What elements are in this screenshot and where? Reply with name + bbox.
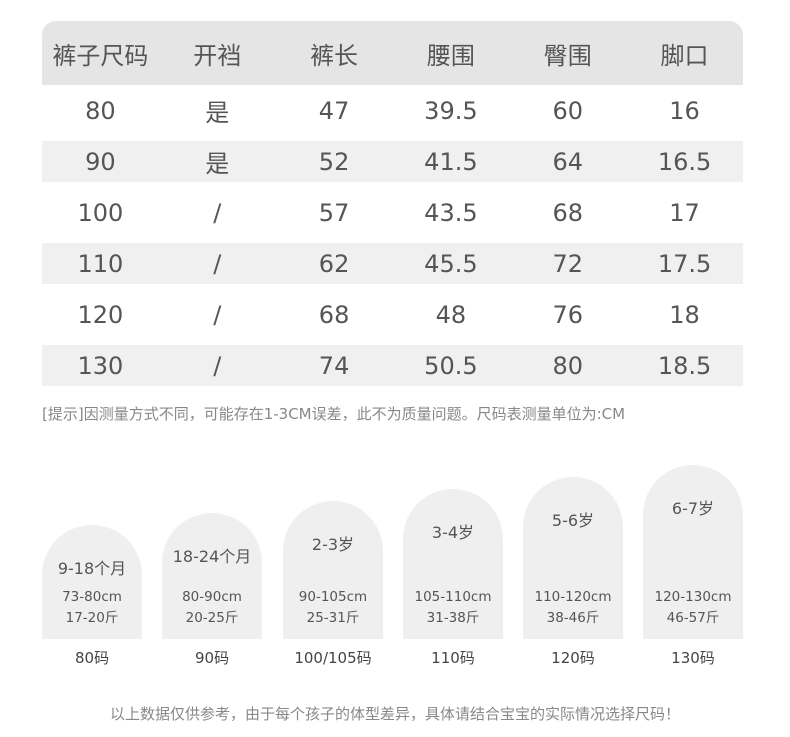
measurements: 110-120cm 38-46斤 <box>523 587 623 629</box>
measurements: 105-110cm 31-38斤 <box>403 587 503 629</box>
table-header: 裤子尺码 开裆 裤长 腰围 臀围 脚口 <box>42 21 743 85</box>
table-row: 130 / 74 50.5 80 18.5 <box>42 345 743 386</box>
size-label: 100/105码 <box>294 649 372 667</box>
table-cell: 120 <box>77 300 124 329</box>
footer-note: 以上数据仅供参考，由于每个孩子的体型差异，具体请结合宝宝的实际情况选择尺码！ <box>109 705 680 723</box>
height-range: 120-130cm <box>654 589 732 605</box>
table-cell: 68 <box>552 198 583 227</box>
table-cell: 47 <box>318 96 350 125</box>
table-cell: 72 <box>552 249 583 278</box>
table-cell: 80 <box>552 351 583 380</box>
table-cell: 17 <box>669 198 700 227</box>
weight-range: 46-57斤 <box>666 610 720 626</box>
size-card: 2-3岁 90-105cm 25-31斤 <box>283 501 383 639</box>
age-range: 18-24个月 <box>172 547 252 566</box>
table-cell: 18 <box>669 300 700 329</box>
header-cell: 脚口 <box>660 41 709 70</box>
size-card: 6-7岁 120-130cm 46-57斤 <box>643 465 743 639</box>
header-cell: 裤子尺码 <box>52 41 149 70</box>
table-cell: 90 <box>85 147 116 176</box>
size-label: 90码 <box>194 649 230 667</box>
size-card: 18-24个月 80-90cm 20-25斤 <box>162 513 262 639</box>
table-cell: 62 <box>318 249 350 278</box>
table-cell: 41.5 <box>424 147 478 176</box>
size-label: 120码 <box>551 649 595 667</box>
age-range: 6-7岁 <box>671 499 715 518</box>
age-range: 5-6岁 <box>551 511 595 530</box>
header-cell: 开裆 <box>193 41 242 70</box>
weight-range: 31-38斤 <box>426 610 480 626</box>
table-cell: / <box>213 249 222 278</box>
table-cell: 80 <box>85 96 116 125</box>
table-cell: 64 <box>552 147 583 176</box>
table-cell: 45.5 <box>424 249 478 278</box>
measurements: 73-80cm 17-20斤 <box>42 587 142 629</box>
size-label: 130码 <box>671 649 715 667</box>
size-label: 80码 <box>74 649 110 667</box>
age-range: 2-3岁 <box>311 535 355 554</box>
measurement-note: [提示]因测量方式不同，可能存在1-3CM误差，此不为质量问题。尺码表测量单位为… <box>42 405 626 423</box>
size-table: 裤子尺码 开裆 裤长 腰围 臀围 脚口 80 是 47 39.5 60 16 90 是 52 41.5 64 16… <box>42 21 743 391</box>
table-cell: / <box>213 351 222 380</box>
table-cell: 17.5 <box>657 249 712 278</box>
table-cell: 39.5 <box>424 96 478 125</box>
weight-range: 38-46斤 <box>546 610 600 626</box>
weight-range: 17-20斤 <box>65 610 119 626</box>
table-cell: 是 <box>205 99 230 127</box>
table-cell: 130 <box>77 351 124 380</box>
table-cell: 50.5 <box>424 351 478 380</box>
table-cell: / <box>213 198 222 227</box>
table-cell: 110 <box>77 249 124 278</box>
table-row: 100 / 57 43.5 68 17 <box>42 187 743 238</box>
measurements: 90-105cm 25-31斤 <box>283 587 383 629</box>
age-range: 3-4岁 <box>431 523 475 542</box>
table-row: 120 / 68 48 76 18 <box>42 289 743 340</box>
table-cell: 是 <box>205 150 230 178</box>
table-cell: 68 <box>318 300 350 329</box>
height-range: 73-80cm <box>62 589 122 605</box>
table-row: 90 是 52 41.5 64 16.5 <box>42 141 743 182</box>
measurements: 120-130cm 46-57斤 <box>643 587 743 629</box>
header-cell: 裤长 <box>310 41 359 70</box>
table-cell: 100 <box>77 198 124 227</box>
table-row: 80 是 47 39.5 60 16 <box>42 85 743 136</box>
table-cell: 48 <box>435 300 467 329</box>
table-cell: 76 <box>552 300 583 329</box>
size-card: 5-6岁 110-120cm 38-46斤 <box>523 477 623 639</box>
measurements: 80-90cm 20-25斤 <box>162 587 262 629</box>
table-cell: 18.5 <box>657 351 712 380</box>
table-cell: 16 <box>669 96 700 125</box>
age-range: 9-18个月 <box>57 559 127 578</box>
height-range: 110-120cm <box>534 589 612 605</box>
table-cell: 60 <box>552 96 583 125</box>
size-label: 110码 <box>431 649 475 667</box>
size-card: 9-18个月 73-80cm 17-20斤 <box>42 525 142 639</box>
table-cell: 52 <box>318 147 350 176</box>
table-cell: / <box>213 300 222 329</box>
table-cell: 43.5 <box>424 198 478 227</box>
height-range: 80-90cm <box>182 589 242 605</box>
header-cell: 臀围 <box>543 41 592 70</box>
height-range: 105-110cm <box>414 589 492 605</box>
table-cell: 74 <box>318 351 350 380</box>
table-row: 110 / 62 45.5 72 17.5 <box>42 243 743 284</box>
header-cell: 腰围 <box>426 41 475 70</box>
table-cell: 16.5 <box>657 147 712 176</box>
weight-range: 20-25斤 <box>185 610 239 626</box>
height-range: 90-105cm <box>298 589 368 605</box>
weight-range: 25-31斤 <box>306 610 360 626</box>
table-cell: 57 <box>318 198 350 227</box>
size-card: 3-4岁 105-110cm 31-38斤 <box>403 489 503 639</box>
